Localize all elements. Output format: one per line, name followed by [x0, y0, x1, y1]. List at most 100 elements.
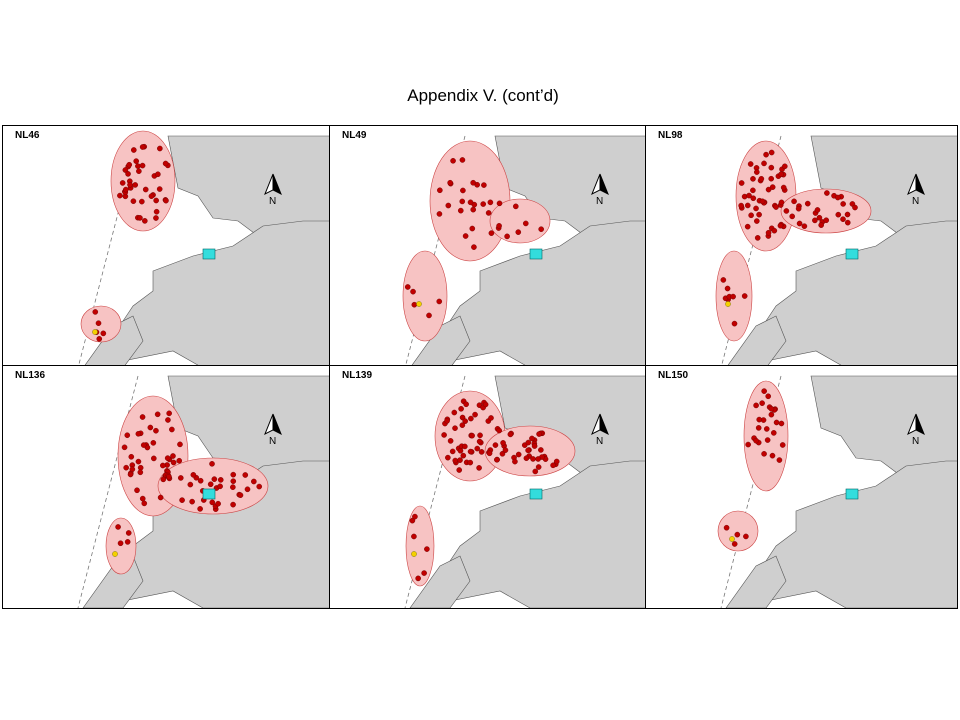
sighting [507, 431, 514, 438]
north-label: N [596, 196, 604, 207]
sighting [761, 160, 767, 167]
sighting [796, 220, 803, 227]
sighting [768, 175, 775, 182]
sighting [139, 162, 146, 169]
land [409, 555, 471, 608]
sighting [177, 441, 183, 448]
sighting [160, 476, 167, 483]
sighting [744, 202, 751, 209]
boundary [720, 375, 782, 608]
north-label: N [912, 196, 920, 207]
sighting [765, 186, 772, 193]
sighting [738, 180, 745, 186]
sighting [750, 195, 757, 202]
sighting [153, 208, 160, 215]
sighting [166, 410, 172, 417]
sighting [816, 214, 823, 221]
sighting [759, 198, 766, 205]
sighting [720, 277, 727, 283]
sighting [404, 284, 411, 290]
sighting [754, 169, 760, 175]
sighting [741, 293, 748, 299]
sighting [779, 442, 786, 448]
sighting [447, 179, 453, 186]
map-panel: NL136 N [3, 366, 330, 608]
sighting [230, 484, 236, 490]
sighting [122, 167, 129, 173]
sighting [471, 244, 477, 250]
sighting [724, 285, 731, 292]
land [755, 460, 957, 608]
sighting [488, 230, 495, 236]
sighting [756, 416, 763, 423]
sighting [470, 179, 476, 186]
sighting [177, 475, 184, 481]
sighting [738, 202, 744, 209]
sighting [460, 187, 466, 194]
sighting [756, 211, 762, 218]
sighting [770, 430, 777, 436]
facility [529, 488, 543, 500]
sighting [133, 158, 140, 164]
sighting [487, 199, 494, 206]
sighting [197, 477, 204, 484]
sighting [436, 298, 443, 305]
sighting [773, 204, 779, 210]
sighting [730, 293, 736, 300]
sighting [436, 211, 443, 217]
sighting [124, 432, 131, 439]
sighting [472, 411, 478, 418]
sighting-alt [416, 301, 422, 307]
sighting [139, 414, 146, 420]
facility [202, 488, 216, 500]
sighting [778, 420, 785, 427]
sighting [135, 163, 141, 169]
sighting [157, 145, 163, 152]
sighting [814, 207, 821, 213]
sighting [156, 186, 163, 192]
sighting [500, 440, 506, 446]
sighting [523, 455, 530, 462]
sighting [512, 458, 518, 465]
sighting [750, 176, 756, 182]
sighting [128, 453, 135, 460]
sighting [481, 182, 487, 188]
sighting [835, 211, 842, 218]
sighting [139, 495, 146, 502]
sighting [444, 418, 450, 424]
sighting [492, 442, 499, 448]
sighting [531, 443, 538, 449]
sighting [147, 424, 154, 431]
panel-label: NL139 [342, 370, 373, 381]
sighting [131, 147, 137, 153]
sighting [197, 506, 203, 512]
sighting [447, 438, 454, 444]
sighting [777, 222, 784, 229]
sighting [467, 448, 474, 455]
boundary [77, 375, 139, 608]
sighting-alt [729, 536, 735, 542]
sighting [512, 203, 519, 210]
sighting [502, 447, 509, 453]
sighting [410, 288, 416, 295]
map [715, 135, 957, 365]
sighting [142, 218, 148, 224]
sighting [125, 530, 132, 536]
sighting [529, 435, 535, 442]
sighting [137, 215, 143, 221]
sighting [100, 330, 107, 337]
sighting [550, 462, 556, 469]
sighting [535, 464, 542, 470]
sighting [117, 192, 123, 199]
sighting [474, 445, 481, 452]
sighting [765, 393, 772, 400]
sighting [469, 225, 476, 232]
sighting [123, 186, 129, 193]
sighting [211, 476, 218, 482]
sighting [748, 212, 754, 219]
sighting [795, 205, 802, 212]
sighting [452, 457, 459, 464]
sighting [459, 422, 466, 428]
north-arrow [272, 413, 282, 436]
sighting [743, 533, 749, 540]
